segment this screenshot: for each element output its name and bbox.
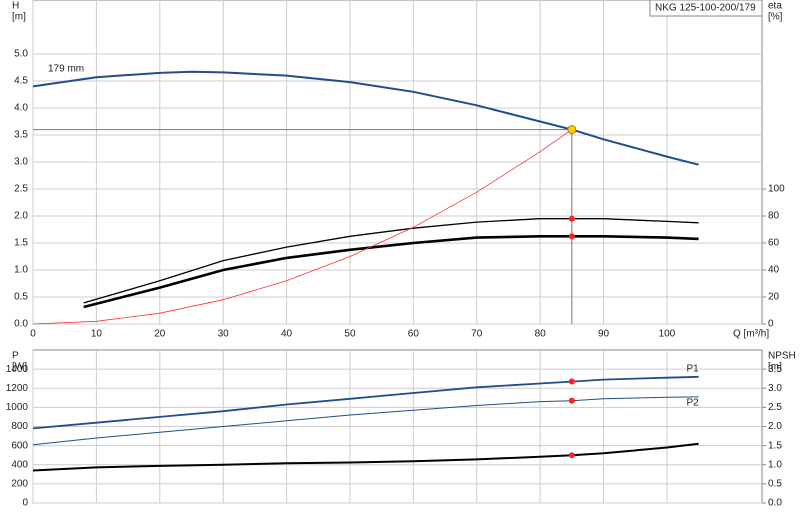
y-axis-unit: [W] [12, 362, 27, 373]
y2-tick-label: 2.0 [768, 421, 782, 432]
x-tick-label: 100 [659, 329, 676, 340]
x-tick-label: 20 [154, 329, 166, 340]
y-tick-label: 0 [22, 498, 28, 509]
operating-point [568, 215, 575, 222]
y2-tick-label: 2.5 [768, 402, 782, 413]
y-tick-label: 1200 [6, 383, 29, 394]
y2-tick-label: 100 [768, 184, 785, 195]
x-tick-label: 0 [30, 329, 36, 340]
y-tick-label: 1.5 [14, 238, 28, 249]
y-tick-label: 4.5 [14, 76, 28, 87]
y-axis-label: P [12, 351, 19, 362]
y-tick-label: 2.5 [14, 184, 28, 195]
operating-point [568, 378, 575, 385]
x-tick-label: 30 [218, 329, 230, 340]
curve [32, 375, 699, 430]
y2-tick-label: 0.5 [768, 479, 782, 490]
y-axis-label: H [12, 1, 19, 12]
y2-tick-label: 0 [768, 319, 774, 330]
title-box [649, 0, 763, 17]
y2-axis-unit: [%] [768, 12, 783, 23]
y2-tick-label: 20 [768, 292, 780, 303]
curve [83, 218, 699, 304]
y-tick-label: 2.0 [14, 211, 28, 222]
y-tick-label: 1000 [6, 402, 29, 413]
y-axis-unit: [m] [12, 12, 26, 23]
y-tick-label: 200 [11, 479, 28, 490]
y2-tick-label: 1.0 [768, 459, 782, 470]
y2-tick-label: 80 [768, 211, 780, 222]
x-tick-label: 80 [535, 329, 547, 340]
y-tick-label: 0.5 [14, 292, 28, 303]
x-tick-label: 90 [598, 329, 610, 340]
operating-point [568, 452, 575, 459]
series-label: 179 mm [48, 64, 84, 75]
x-tick-label: 70 [471, 329, 483, 340]
y2-tick-label: 3.5 [768, 364, 782, 375]
x-axis-label: Q [m³/h] [733, 329, 769, 340]
y2-axis-label: NPSH [768, 351, 796, 362]
x-tick-label: 50 [344, 329, 356, 340]
y2-tick-label: 60 [768, 238, 780, 249]
x-tick-label: 60 [408, 329, 420, 340]
operating-point [568, 233, 575, 240]
y-tick-label: 4.0 [14, 103, 28, 114]
y2-tick-label: 0.0 [768, 498, 782, 509]
y-tick-label: 3.5 [14, 130, 28, 141]
y-tick-label: 600 [11, 440, 28, 451]
y-tick-label: 1.0 [14, 265, 28, 276]
curve [32, 396, 699, 446]
operating-point [568, 397, 575, 404]
curve [32, 129, 573, 325]
y2-axis-unit: [m] [768, 362, 782, 373]
series-label: P1 [686, 363, 699, 374]
y-tick-label: 1400 [6, 364, 29, 375]
y2-tick-label: 3.0 [768, 383, 782, 394]
y-tick-label: 400 [11, 459, 28, 470]
y-tick-label: 0.0 [14, 319, 28, 330]
y2-tick-label: 40 [768, 265, 780, 276]
chart-title: NKG 125-100-200/179 [655, 3, 756, 14]
series-label: P2 [686, 397, 699, 408]
operating-point [567, 125, 577, 135]
y2-axis-label: eta [768, 1, 782, 12]
y-tick-label: 5.0 [14, 49, 28, 60]
curve [32, 442, 699, 472]
curve [83, 235, 699, 309]
x-tick-label: 10 [91, 329, 103, 340]
y2-tick-label: 1.5 [768, 440, 782, 451]
y-tick-label: 800 [11, 421, 28, 432]
y-tick-label: 3.0 [14, 157, 28, 168]
curve [32, 70, 699, 166]
x-tick-label: 40 [281, 329, 293, 340]
